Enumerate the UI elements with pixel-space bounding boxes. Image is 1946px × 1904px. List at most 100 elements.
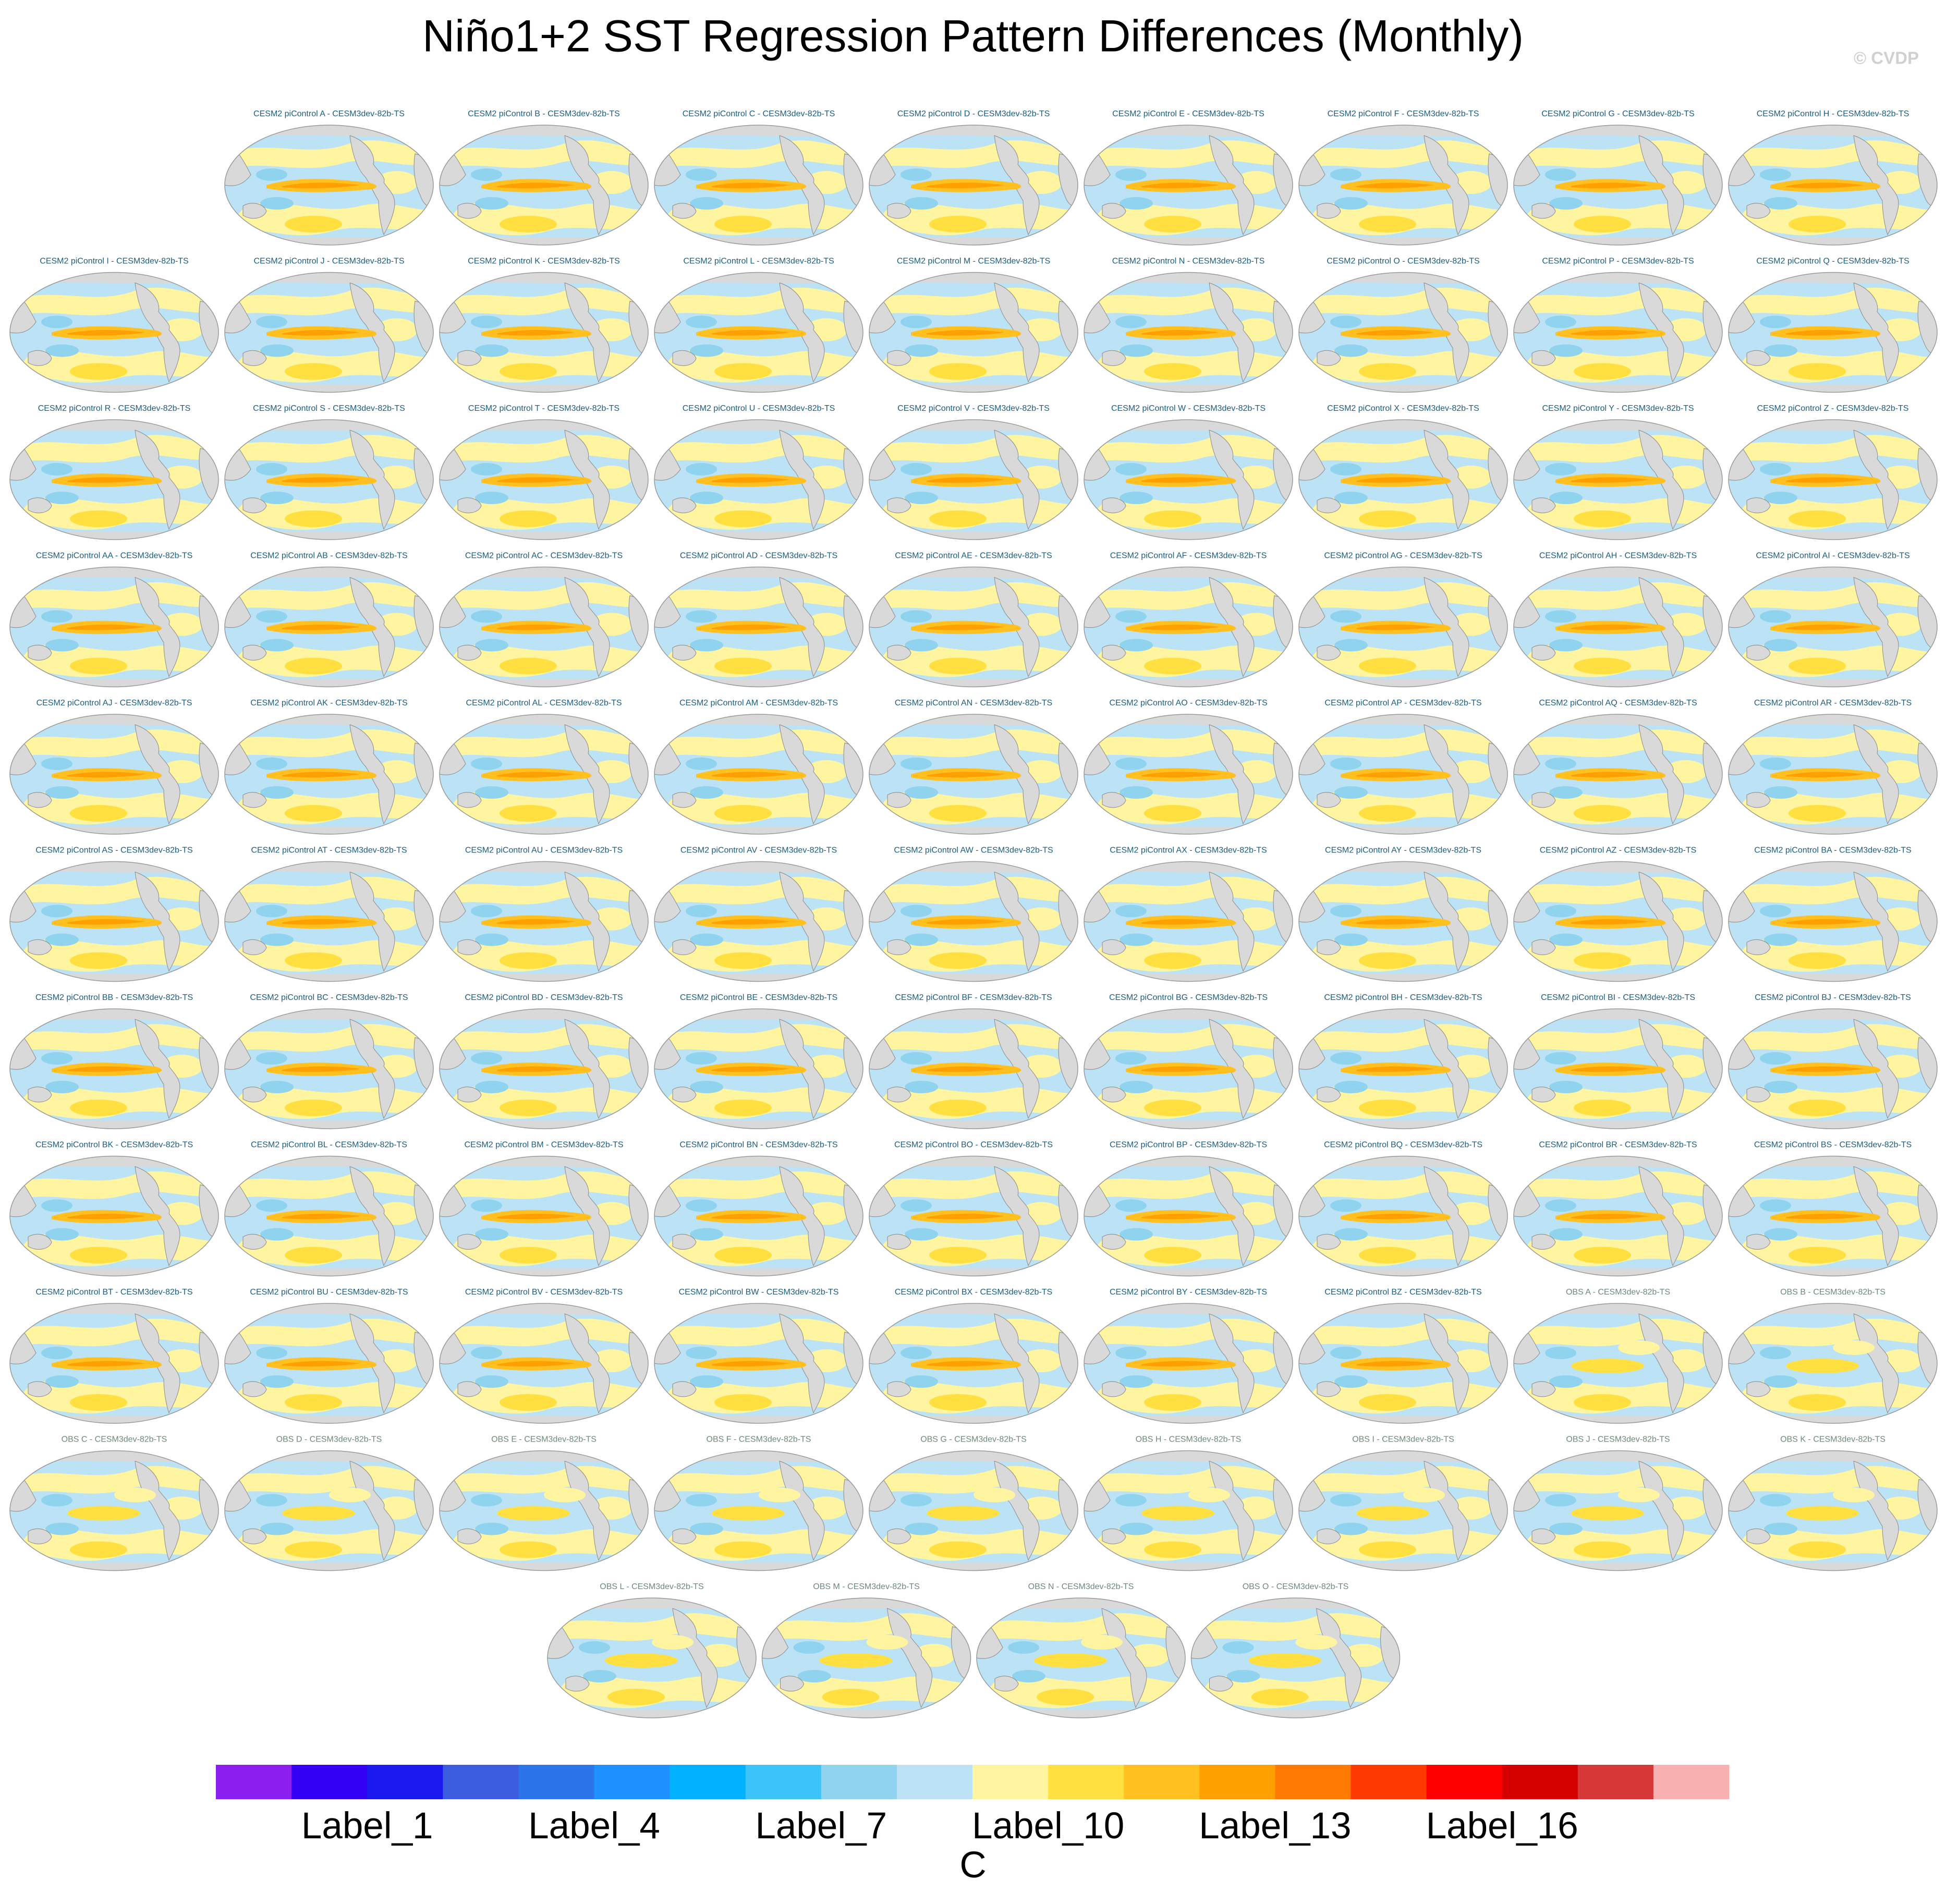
map [1729, 125, 1937, 245]
map [10, 714, 218, 834]
map-panel: CESM2 piControl BG - CESM3dev-82b-TS [1084, 993, 1293, 1129]
map-panel: CESM2 piControl AM - CESM3dev-82b-TS [654, 699, 863, 834]
map [654, 125, 863, 245]
map-panel: OBS B - CESM3dev-82b-TS [1729, 1288, 1937, 1423]
map-panel: OBS D - CESM3dev-82b-TS [225, 1435, 433, 1571]
map [10, 420, 218, 540]
map-panel: CESM2 piControl Y - CESM3dev-82b-TS [1514, 404, 1722, 540]
panel-title: CESM2 piControl N - CESM3dev-82b-TS [1112, 257, 1265, 266]
panel-title: CESM2 piControl AE - CESM3dev-82b-TS [895, 552, 1052, 560]
map [10, 1156, 218, 1276]
panel-title: OBS E - CESM3dev-82b-TS [491, 1435, 597, 1444]
map [1514, 714, 1722, 834]
map-panel: CESM2 piControl AP - CESM3dev-82b-TS [1299, 699, 1507, 834]
panel-title: OBS J - CESM3dev-82b-TS [1566, 1435, 1670, 1444]
map-panel: CESM2 piControl AZ - CESM3dev-82b-TS [1514, 846, 1722, 982]
panel-title: CESM2 piControl BP - CESM3dev-82b-TS [1110, 1141, 1267, 1150]
map [869, 420, 1078, 540]
map-panel: CESM2 piControl E - CESM3dev-82b-TS [1084, 109, 1293, 245]
panel-title: CESM2 piControl AF - CESM3dev-82b-TS [1110, 552, 1267, 560]
panel-title: CESM2 piControl A - CESM3dev-82b-TS [253, 109, 405, 118]
map [1299, 420, 1507, 540]
map [977, 1598, 1185, 1718]
map-panel: CESM2 piControl BN - CESM3dev-82b-TS [654, 1141, 863, 1276]
panel-title: CESM2 piControl AQ - CESM3dev-82b-TS [1539, 699, 1697, 707]
map [225, 420, 433, 540]
map [440, 1156, 648, 1276]
map [1191, 1598, 1400, 1718]
colorbar-swatch [216, 1765, 292, 1799]
map [10, 567, 218, 687]
map-panel: CESM2 piControl AK - CESM3dev-82b-TS [225, 699, 433, 834]
panel-title: CESM2 piControl AR - CESM3dev-82b-TS [1754, 699, 1912, 707]
map-panel: OBS H - CESM3dev-82b-TS [1084, 1435, 1293, 1571]
map [440, 1303, 648, 1423]
map [10, 1303, 218, 1423]
map [1299, 1451, 1507, 1571]
map-panel: CESM2 piControl BZ - CESM3dev-82b-TS [1299, 1288, 1507, 1423]
map-panel: CESM2 piControl R - CESM3dev-82b-TS [10, 404, 218, 540]
panel-title: CESM2 piControl D - CESM3dev-82b-TS [897, 109, 1050, 118]
panel-title: OBS M - CESM3dev-82b-TS [813, 1582, 920, 1591]
map-panel: CESM2 piControl AQ - CESM3dev-82b-TS [1514, 699, 1722, 834]
map [762, 1598, 971, 1718]
map-panel: CESM2 piControl BI - CESM3dev-82b-TS [1514, 993, 1722, 1129]
map-panel: CESM2 piControl AS - CESM3dev-82b-TS [10, 846, 218, 982]
map-panel: CESM2 piControl W - CESM3dev-82b-TS [1084, 404, 1293, 540]
map-panel: CESM2 piControl G - CESM3dev-82b-TS [1514, 109, 1722, 245]
map-panel: CESM2 piControl AU - CESM3dev-82b-TS [440, 846, 648, 982]
map [1299, 125, 1507, 245]
map [1729, 1303, 1937, 1423]
panel-title: OBS A - CESM3dev-82b-TS [1566, 1288, 1670, 1297]
panel-title: CESM2 piControl G - CESM3dev-82b-TS [1541, 109, 1694, 118]
panel-title: CESM2 piControl BY - CESM3dev-82b-TS [1110, 1288, 1267, 1297]
panel-title: CESM2 piControl T - CESM3dev-82b-TS [468, 404, 619, 413]
map [10, 273, 218, 393]
map [440, 862, 648, 982]
panel-title: OBS O - CESM3dev-82b-TS [1243, 1582, 1349, 1591]
map-panel: CESM2 piControl BU - CESM3dev-82b-TS [225, 1288, 433, 1423]
panel-title: CESM2 piControl BU - CESM3dev-82b-TS [250, 1288, 408, 1297]
map-panel: CESM2 piControl F - CESM3dev-82b-TS [1299, 109, 1507, 245]
map [654, 1451, 863, 1571]
map [1729, 567, 1937, 687]
panel-title: CESM2 piControl AN - CESM3dev-82b-TS [895, 699, 1052, 707]
map-panel: CESM2 piControl BD - CESM3dev-82b-TS [440, 993, 648, 1129]
map-panel: CESM2 piControl AT - CESM3dev-82b-TS [225, 846, 433, 982]
map [1729, 1451, 1937, 1571]
panel-title: OBS B - CESM3dev-82b-TS [1780, 1288, 1886, 1297]
colorbar-swatch [1124, 1765, 1200, 1799]
map [225, 714, 433, 834]
colorbar-swatch [1653, 1765, 1730, 1799]
map [1084, 420, 1293, 540]
map-panel: CESM2 piControl D - CESM3dev-82b-TS [869, 109, 1078, 245]
map [1514, 862, 1722, 982]
map [1729, 1009, 1937, 1129]
map-panel: OBS A - CESM3dev-82b-TS [1514, 1288, 1722, 1423]
map [654, 1156, 863, 1276]
map-panel: CESM2 piControl AD - CESM3dev-82b-TS [654, 552, 863, 687]
map [869, 1303, 1078, 1423]
map-panel: OBS E - CESM3dev-82b-TS [440, 1435, 648, 1571]
colorbar-label: Label_13 [1199, 1805, 1351, 1847]
map [1729, 862, 1937, 982]
panel-title: OBS N - CESM3dev-82b-TS [1028, 1582, 1134, 1591]
map [1084, 125, 1293, 245]
colorbar-swatch [594, 1765, 671, 1799]
map-panel: CESM2 piControl BX - CESM3dev-82b-TS [869, 1288, 1078, 1423]
panel-title: CESM2 piControl M - CESM3dev-82b-TS [897, 257, 1050, 266]
panel-title: CESM2 piControl S - CESM3dev-82b-TS [253, 404, 405, 413]
map-panel: CESM2 piControl P - CESM3dev-82b-TS [1514, 257, 1722, 393]
panel-title: CESM2 piControl BF - CESM3dev-82b-TS [895, 993, 1052, 1002]
map-panel: CESM2 piControl BM - CESM3dev-82b-TS [440, 1141, 648, 1276]
colorbar-swatch [367, 1765, 443, 1799]
panel-title: OBS L - CESM3dev-82b-TS [600, 1582, 703, 1591]
panel-title: CESM2 piControl V - CESM3dev-82b-TS [897, 404, 1050, 413]
colorbar-label: Label_1 [301, 1805, 433, 1847]
map [869, 1156, 1078, 1276]
map [1299, 714, 1507, 834]
map-panel: CESM2 piControl BH - CESM3dev-82b-TS [1299, 993, 1507, 1129]
map-panel: CESM2 piControl BJ - CESM3dev-82b-TS [1729, 993, 1937, 1129]
colorbar-swatch [443, 1765, 519, 1799]
panel-title: CESM2 piControl BX - CESM3dev-82b-TS [895, 1288, 1052, 1297]
